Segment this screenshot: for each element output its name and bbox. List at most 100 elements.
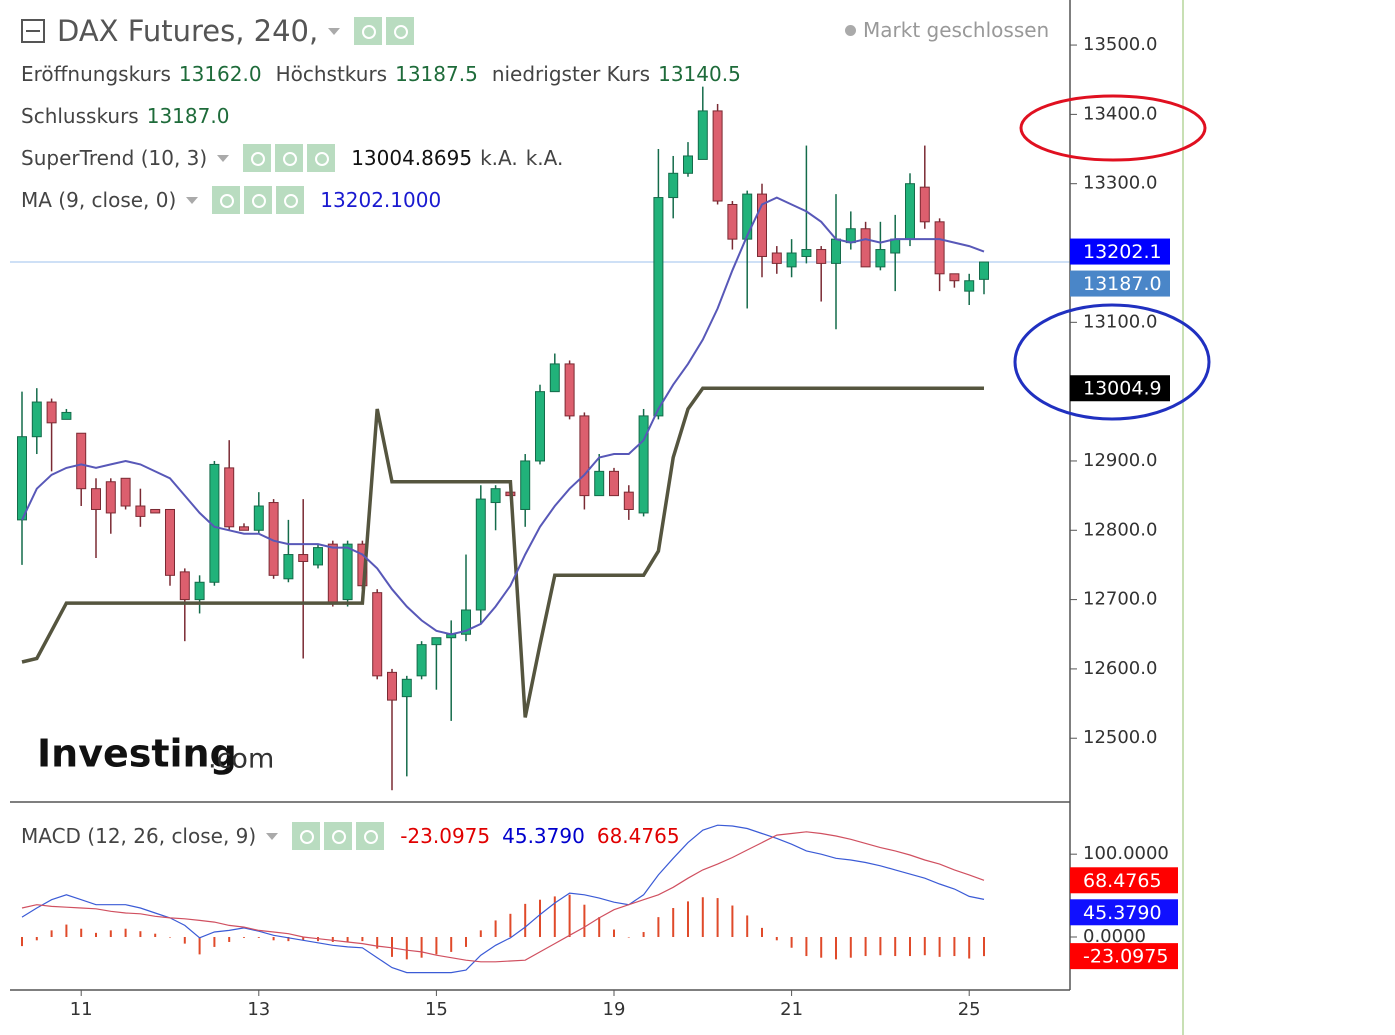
candle-body [623,491,634,510]
histogram-bar [509,913,512,937]
remove-icon[interactable] [356,822,385,850]
price-tag [1070,270,1170,297]
histogram-bar [139,931,142,937]
red-circle-annotation [1019,94,1207,162]
histogram-bar [687,901,689,937]
ma-row: MA (9, close, 0) 13202.1000 [21,186,449,214]
candle-body [905,183,915,240]
title-menu[interactable] [328,27,341,35]
legend-value: 13187.5 [395,62,478,86]
candle-body [594,470,605,497]
candle-body [239,526,249,531]
study-readout: k.A. [480,146,518,170]
y-tick-label: 12600.0 [1083,658,1157,679]
watermark-brand: Investing [37,732,237,776]
candle-body [934,221,945,275]
plot-area: 12500.012600.012700.012800.012900.013000… [10,34,1169,1020]
collapse-button[interactable] [21,19,45,43]
candle-body [979,261,989,280]
histogram-bar [746,915,749,937]
histogram-bar [849,936,852,958]
histogram-bar [598,917,601,937]
candle-body [727,203,738,240]
visibility-icon[interactable] [292,822,321,850]
settings-icon[interactable] [275,144,304,172]
y-tick-label: 12500.0 [1083,727,1157,748]
status-dot [845,24,856,36]
histogram-bar [938,936,941,957]
candle-body [313,547,323,566]
blue-circle-annotation [1013,303,1211,421]
visibility-icon[interactable] [243,144,272,172]
histogram-bar [568,894,571,937]
histogram-bar [95,932,97,937]
title-row: DAX Futures, 240, [21,14,418,48]
settings-icon[interactable] [386,17,415,45]
candle-body [712,110,723,202]
histogram-bar [35,936,38,941]
histogram-bar [302,936,305,941]
watermark-suffix: .com [208,744,274,775]
candle-body [253,505,264,531]
study-readout: 13004.8695 [351,146,473,170]
candle-body [683,155,693,174]
histogram-bar [435,936,438,955]
candle-body [638,415,649,514]
histogram-bar [198,936,201,955]
histogram-bar [983,936,985,957]
histogram-bar [450,936,453,952]
candle-body [860,228,871,268]
histogram-bar [124,928,127,937]
histogram-bar [627,936,630,938]
histogram-bar [109,930,112,937]
candle-body [165,508,175,576]
remove-icon[interactable] [276,186,305,214]
candle-body [194,581,205,601]
macd-line [21,831,985,963]
histogram-bar [613,929,615,937]
y-tick-label: 12900.0 [1083,450,1157,471]
histogram-bar [50,930,53,937]
y-tick-label: 13400.0 [1083,103,1157,124]
histogram-bar [805,936,808,957]
histogram-bar [169,936,171,938]
candle-body [757,193,767,257]
candle-body [61,411,72,420]
candle-body [431,637,442,646]
candle-body [416,644,427,677]
candle-body [120,477,131,507]
histogram-bar [775,936,778,941]
x-tick-label: 19 [603,999,626,1020]
study-readout: 13202.1000 [320,188,442,212]
candle-body [31,401,42,438]
macd-line [21,824,985,974]
remove-icon[interactable] [307,144,336,172]
candle-body [801,249,812,257]
candle-body [475,498,486,611]
histogram-bar [820,936,823,958]
settings-icon[interactable] [324,822,353,850]
study-menu[interactable] [217,154,230,162]
histogram-bar [243,936,245,938]
x-tick-label: 11 [70,999,93,1020]
histogram-bar [835,936,837,960]
histogram-bar [21,936,23,947]
y-tick-label: 13300.0 [1083,173,1157,194]
candle-body [461,609,471,635]
candle-body [135,505,146,517]
candle-body [919,186,930,223]
study-name: SuperTrend (10, 3) [21,146,208,170]
candle-body [949,273,960,282]
visibility-icon[interactable] [212,186,241,214]
histogram-bar [228,936,231,942]
candle-body [890,238,901,254]
histogram-bar [894,936,897,957]
candle-body [771,252,782,264]
study-menu[interactable] [186,196,199,204]
x-tick-label: 15 [425,999,448,1020]
histogram-bar [287,936,290,942]
visibility-icon[interactable] [354,17,383,45]
settings-icon[interactable] [244,186,273,214]
study-menu[interactable] [266,832,279,840]
